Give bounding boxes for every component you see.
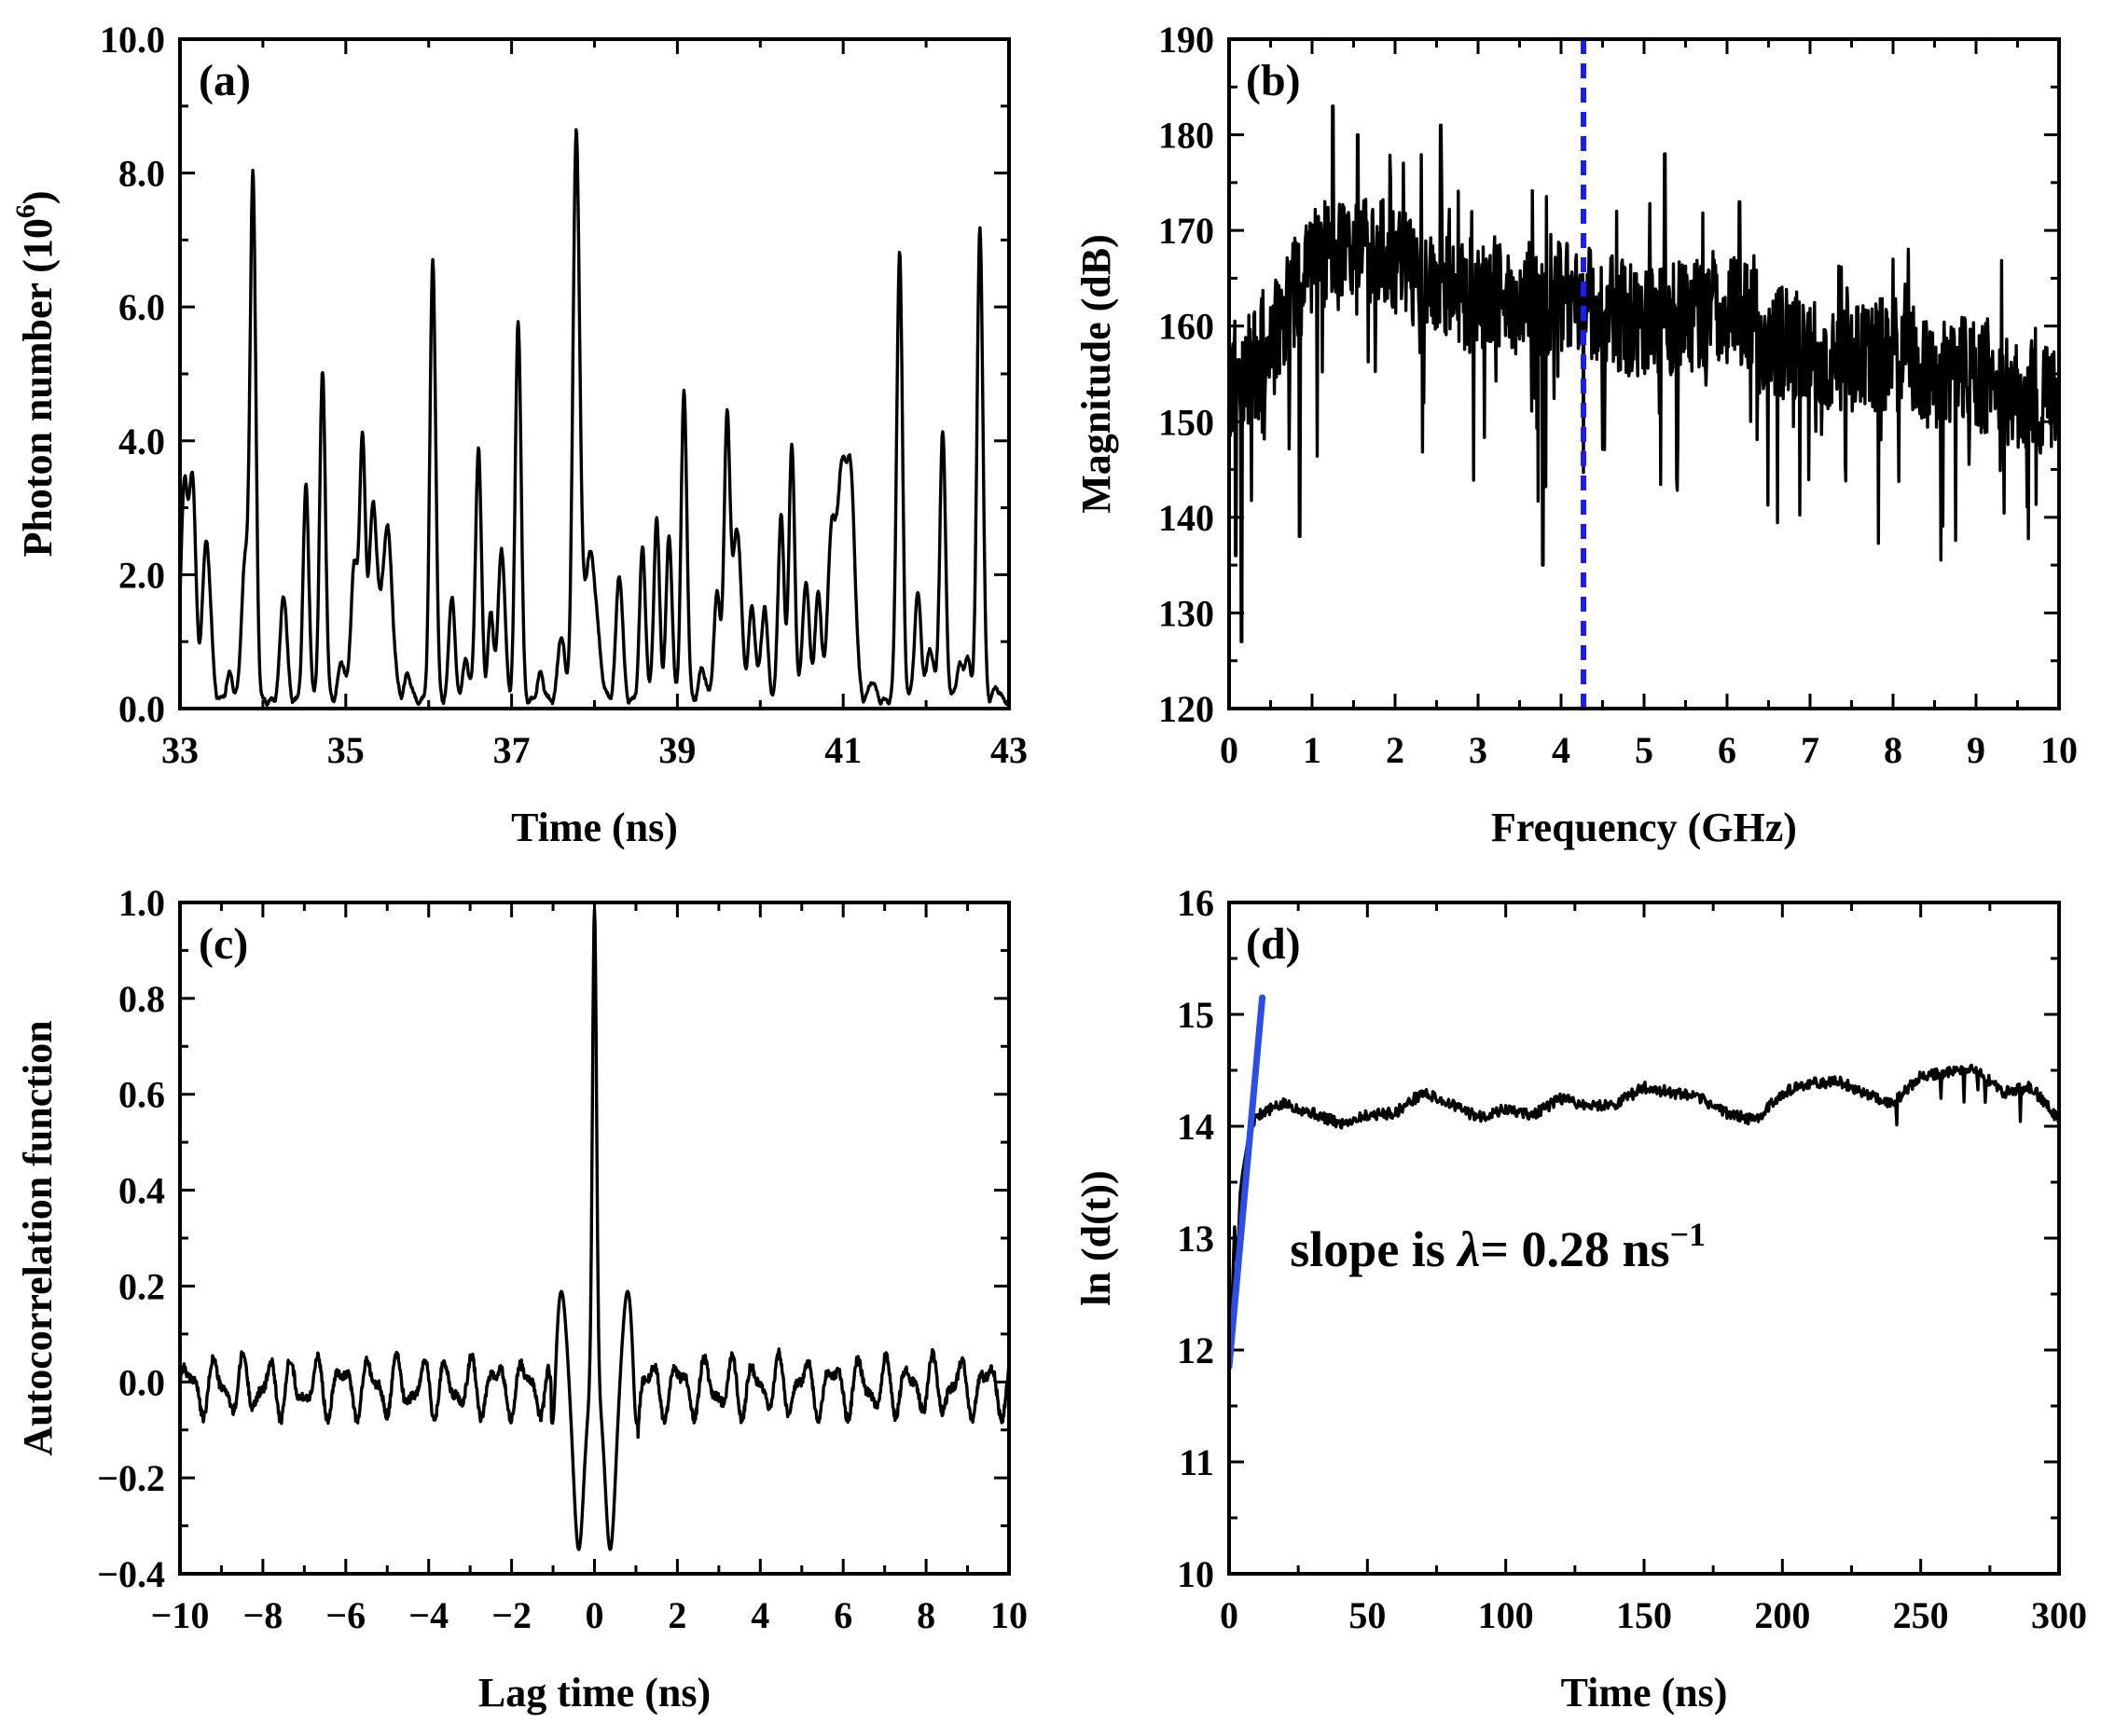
y-tick-label: 12 bbox=[1177, 1330, 1214, 1371]
panel-d: 0 50 100 150 200 250 300 10 11 12 13 14 15 16 Time (ns… bbox=[1073, 882, 2087, 1715]
x-tick-label: 200 bbox=[1754, 1594, 1810, 1636]
panel-b: 0 1 2 3 4 5 6 7 8 9 10 120 130 140 150 160 170 180 190 Freq… bbox=[1073, 19, 2078, 850]
y-tick-label: 1.0 bbox=[118, 882, 165, 924]
x-tick-label: 3 bbox=[1469, 729, 1487, 771]
y-tick-label: 14 bbox=[1177, 1106, 1214, 1148]
x-tick-label: 35 bbox=[327, 729, 365, 771]
x-tick-label: 8 bbox=[917, 1594, 935, 1636]
x-tick-label: 250 bbox=[1893, 1594, 1949, 1636]
y-tick-label: 10 bbox=[1177, 1553, 1214, 1595]
plot-area bbox=[1229, 994, 2059, 1371]
x-tick-label: 8 bbox=[1884, 729, 1902, 771]
y-tick-label: 150 bbox=[1158, 401, 1214, 443]
plot-frame bbox=[1227, 37, 2061, 710]
x-tick-label: −2 bbox=[491, 1594, 532, 1636]
y-axis-title: ln (d(t)) bbox=[1073, 1170, 1119, 1305]
panel-label-c: (c) bbox=[199, 919, 248, 969]
y-axis-title: Magnitude (dB) bbox=[1073, 234, 1119, 513]
y-tick-label: −0.4 bbox=[97, 1553, 165, 1595]
x-axis-title: Lag time (ns) bbox=[478, 1670, 711, 1715]
x-tick-label: 2 bbox=[668, 1594, 686, 1636]
x-tick-label: 43 bbox=[990, 729, 1028, 771]
x-tick-label: −4 bbox=[408, 1594, 449, 1636]
x-tick-label: 39 bbox=[658, 729, 696, 771]
y-tick-label: 13 bbox=[1177, 1218, 1214, 1260]
x-tick-label: 150 bbox=[1616, 1594, 1672, 1636]
panel-label-b: (b) bbox=[1246, 56, 1301, 105]
x-tick-label: 33 bbox=[161, 729, 199, 771]
x-tick-label: −8 bbox=[243, 1594, 283, 1636]
y-tick-label: 0.2 bbox=[118, 1265, 165, 1307]
y-tick-label: 0.0 bbox=[118, 688, 165, 730]
x-tick-label: −10 bbox=[151, 1594, 210, 1636]
y-tick-label: 4.0 bbox=[118, 420, 165, 462]
x-tick-label: 37 bbox=[493, 729, 531, 771]
y-tick-label: 0.0 bbox=[118, 1361, 165, 1403]
x-tick-label: 4 bbox=[1552, 729, 1570, 771]
plot-frame bbox=[178, 37, 1011, 710]
photon-trace bbox=[180, 128, 1009, 708]
x-tick-label: 10 bbox=[2040, 729, 2078, 771]
x-tick-label: 2 bbox=[1386, 729, 1404, 771]
plot-area bbox=[1229, 39, 2059, 709]
y-tick-label: 0.4 bbox=[118, 1170, 165, 1212]
x-tick-label: 0 bbox=[1220, 1594, 1238, 1636]
y-tick-label: 6.0 bbox=[118, 286, 165, 328]
x-tick-label: 0 bbox=[586, 1594, 604, 1636]
y-tick-label: 140 bbox=[1158, 497, 1214, 539]
x-tick-label: 41 bbox=[824, 729, 862, 771]
y-tick-label: 130 bbox=[1158, 592, 1214, 634]
y-tick-label: 180 bbox=[1158, 115, 1214, 157]
x-tick-label: 100 bbox=[1478, 1594, 1534, 1636]
x-tick-label: 5 bbox=[1635, 729, 1653, 771]
y-tick-label: −0.2 bbox=[97, 1457, 165, 1499]
x-tick-label: 300 bbox=[2031, 1594, 2087, 1636]
y-axis-title: Photon number (106) bbox=[10, 190, 61, 557]
x-tick-label: 6 bbox=[1718, 729, 1736, 771]
x-axis-title: Time (ns) bbox=[1561, 1670, 1728, 1715]
slope-annotation: slope is λ= 0.28 ns−1 bbox=[1290, 1216, 1706, 1277]
y-axis-title: Autocorrelation function bbox=[15, 1020, 61, 1455]
y-tick-label: 11 bbox=[1179, 1441, 1214, 1483]
panel-label-d: (d) bbox=[1246, 919, 1301, 969]
panel-label-a: (a) bbox=[199, 56, 251, 105]
y-tick-label: 160 bbox=[1158, 306, 1214, 348]
autocorrelation-trace bbox=[180, 907, 1009, 1551]
divergence-trace bbox=[1229, 1063, 2059, 1351]
panel-c: −10 −8 −6 −4 −2 0 2 4 6 8 10 −0.4 −0.2 0.0 0.2 0.4 0.6 0.… bbox=[15, 882, 1028, 1715]
y-tick-label: 8.0 bbox=[118, 153, 165, 195]
x-tick-label: 10 bbox=[990, 1594, 1028, 1636]
x-tick-label: 50 bbox=[1348, 1594, 1386, 1636]
panel-a: 33 35 37 39 41 43 0.0 2.0 4.0 6.0 8.0 10.0 Time (ns)… bbox=[10, 19, 1028, 850]
y-tick-label: 120 bbox=[1158, 688, 1214, 730]
y-tick-label: 0.8 bbox=[118, 978, 165, 1020]
y-tick-label: 15 bbox=[1177, 994, 1214, 1036]
linear-fit-line bbox=[1229, 994, 1266, 1371]
x-tick-label: −6 bbox=[325, 1594, 366, 1636]
y-tick-label: 190 bbox=[1158, 19, 1214, 61]
spectrum-trace bbox=[1229, 104, 2059, 643]
plot-area bbox=[180, 907, 1009, 1551]
plot-frame bbox=[178, 901, 1011, 1576]
x-tick-label: 4 bbox=[751, 1594, 769, 1636]
x-axis-title: Time (ns) bbox=[511, 805, 678, 850]
x-tick-label: 0 bbox=[1220, 729, 1238, 771]
y-tick-label: 16 bbox=[1177, 882, 1214, 924]
x-tick-label: 9 bbox=[1967, 729, 1985, 771]
plot-area bbox=[180, 128, 1009, 708]
y-tick-label: 170 bbox=[1158, 210, 1214, 252]
x-tick-label: 1 bbox=[1303, 729, 1321, 771]
x-tick-label: 6 bbox=[834, 1594, 852, 1636]
plot-frame bbox=[1227, 901, 2061, 1576]
y-tick-label: 0.6 bbox=[118, 1074, 165, 1116]
x-tick-label: 7 bbox=[1801, 729, 1819, 771]
x-axis-title: Frequency (GHz) bbox=[1491, 805, 1797, 850]
y-tick-label: 2.0 bbox=[118, 554, 165, 596]
y-tick-label: 10.0 bbox=[100, 19, 165, 61]
y-axis-exponent: 6 bbox=[10, 204, 41, 218]
